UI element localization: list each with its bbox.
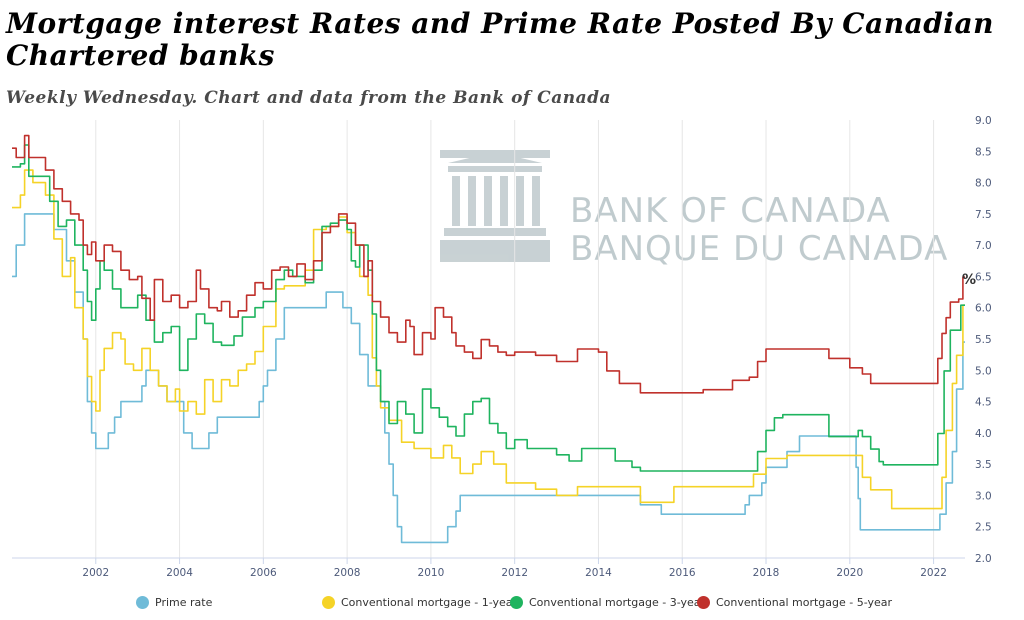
legend-item-2[interactable]: Conventional mortgage - 1-year [322, 596, 517, 609]
x-tick-label: 2014 [585, 567, 612, 579]
watermark-line-2: BANQUE DU CANADA [570, 229, 948, 269]
legend-label: Prime rate [155, 596, 213, 609]
legend-item-4[interactable]: Conventional mortgage - 5-year [697, 596, 892, 609]
y-tick-label: 8.0 [975, 178, 992, 190]
line-chart: BANK OF CANADA BANQUE DU CANADA 2.0 2.5 3.… [12, 115, 992, 579]
bank-of-canada-watermark: BANK OF CANADA BANQUE DU CANADA [440, 150, 948, 269]
x-tick-label: 2016 [669, 567, 696, 579]
x-tick-label: 2002 [82, 567, 109, 579]
y-tick-label: 3.0 [975, 490, 992, 502]
legend: Prime rate Conventional mortgage - 1-year… [0, 596, 1024, 614]
y-axis-unit-label: % [962, 272, 976, 288]
legend-item-1[interactable]: Prime rate [136, 596, 212, 609]
legend-item-3[interactable]: Conventional mortgage - 3-year [510, 596, 705, 609]
y-tick-label: 7.0 [975, 240, 992, 252]
building-logo-icon [440, 150, 550, 262]
x-tick-label: 2004 [166, 567, 193, 579]
y-tick-label: 6.5 [975, 271, 992, 283]
y-tick-label: 4.0 [975, 428, 992, 440]
y-tick-label: 2.0 [975, 553, 992, 565]
y-tick-label: 5.0 [975, 365, 992, 377]
series-line-1 [12, 213, 965, 544]
y-tick-label: 3.5 [975, 459, 992, 471]
chart-title: Mortgage interest Rates and Prime Rate P… [6, 7, 994, 72]
x-tick-label: 2012 [501, 567, 528, 579]
grid [95, 120, 935, 558]
x-axis: 2002 2004 2006 2008 2010 2012 2014 2016 2018 2020… [12, 557, 965, 579]
chart-subtitle: Weekly Wednesday. Chart and data from th… [6, 88, 611, 108]
series-line-2 [12, 169, 965, 510]
y-tick-label: 4.5 [975, 397, 992, 409]
y-tick-label: 2.5 [975, 522, 992, 534]
x-tick-label: 2006 [250, 567, 277, 579]
series-line-4 [12, 134, 965, 394]
legend-swatch [510, 596, 523, 609]
y-tick-label: 6.0 [975, 303, 992, 315]
y-tick-label: 7.5 [975, 209, 992, 221]
x-tick-label: 2020 [836, 567, 863, 579]
y-tick-label: 5.5 [975, 334, 992, 346]
y-axis: 2.0 2.5 3.0 3.5 4.0 4.5 5.0 5.5 6.0 6.5 7.0 7.5 8.0 8… [975, 115, 992, 565]
legend-swatch [697, 596, 710, 609]
legend-label: Conventional mortgage - 1-year [341, 596, 518, 609]
y-tick-label: 9.0 [975, 115, 992, 127]
x-tick-label: 2008 [334, 567, 361, 579]
y-tick-label: 8.5 [975, 146, 992, 158]
x-tick-label: 2018 [753, 567, 780, 579]
watermark-line-1: BANK OF CANADA [570, 191, 891, 231]
legend-label: Conventional mortgage - 5-year [716, 596, 893, 609]
series-lines [12, 134, 965, 544]
x-tick-label: 2022 [920, 567, 947, 579]
legend-label: Conventional mortgage - 3-year [529, 596, 706, 609]
legend-swatch [136, 596, 149, 609]
legend-swatch [322, 596, 335, 609]
x-tick-label: 2010 [418, 567, 445, 579]
